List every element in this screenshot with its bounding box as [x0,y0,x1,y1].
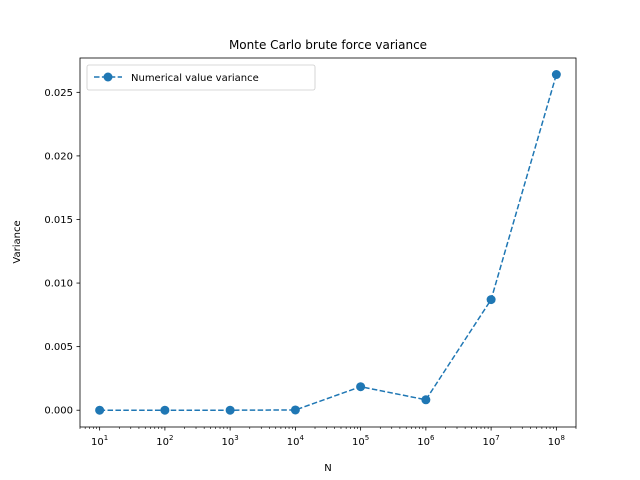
x-tick-label: 101 [91,434,108,448]
data-point [225,405,235,415]
x-tick-label: 108 [548,434,565,448]
data-point [95,405,105,415]
series-layer [95,70,561,415]
x-tick-label: 106 [417,434,435,448]
series-line [99,74,558,411]
x-tick-label: 103 [222,434,239,448]
data-point [551,70,561,80]
y-tick-label: 0.025 [44,88,73,99]
axes-frame [79,57,577,428]
x-tick-label: 104 [287,434,305,448]
legend-label: Numerical value variance [131,73,259,84]
y-tick-label: 0.010 [44,279,73,290]
legend: Numerical value variance [86,64,316,91]
y-axis: 0.000 0.005 0.010 0.015 0.020 0.025 [44,88,80,417]
data-point [160,405,170,415]
y-tick-label: 0.020 [44,151,73,162]
y-tick-label: 0.005 [44,342,73,353]
data-point [486,295,496,305]
y-axis-label: Variance [12,220,23,263]
x-tick-label: 105 [352,434,369,448]
y-tick-label: 0.000 [44,406,73,417]
x-axis: 101 102 103 104 105 106 107 108 [79,427,577,448]
y-tick-label: 0.015 [44,215,73,226]
data-point [421,395,431,405]
x-tick-label: 107 [483,434,500,448]
legend-box [86,64,316,91]
x-tick-label: 102 [156,434,173,448]
chart-title: Monte Carlo brute force variance [229,38,427,52]
legend-marker [103,72,113,82]
x-axis-label: N [324,463,331,474]
data-point [356,382,366,392]
data-point [290,405,300,415]
